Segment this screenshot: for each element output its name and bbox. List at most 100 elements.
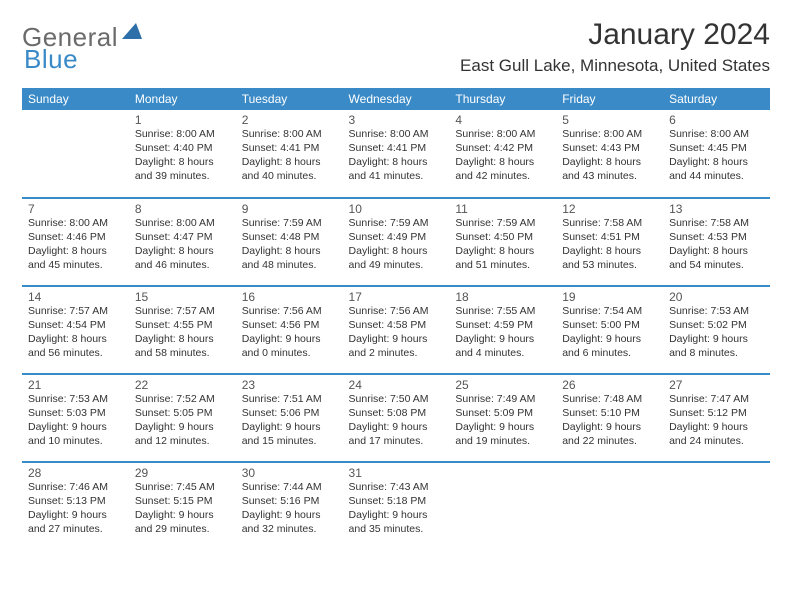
day-number: 13 (669, 202, 764, 216)
calendar-cell: 15Sunrise: 7:57 AMSunset: 4:55 PMDayligh… (129, 286, 236, 374)
day-header: Wednesday (343, 88, 450, 110)
calendar-cell: 26Sunrise: 7:48 AMSunset: 5:10 PMDayligh… (556, 374, 663, 462)
calendar-table: SundayMondayTuesdayWednesdayThursdayFrid… (22, 88, 770, 550)
calendar-cell: 7Sunrise: 8:00 AMSunset: 4:46 PMDaylight… (22, 198, 129, 286)
calendar-row: 28Sunrise: 7:46 AMSunset: 5:13 PMDayligh… (22, 462, 770, 550)
day-number: 22 (135, 378, 230, 392)
calendar-cell: 30Sunrise: 7:44 AMSunset: 5:16 PMDayligh… (236, 462, 343, 550)
day-number: 29 (135, 466, 230, 480)
header: General January 2024 East Gull Lake, Min… (0, 0, 792, 84)
cell-details: Sunrise: 7:54 AMSunset: 5:00 PMDaylight:… (562, 305, 657, 360)
calendar-cell: 12Sunrise: 7:58 AMSunset: 4:51 PMDayligh… (556, 198, 663, 286)
cell-details: Sunrise: 7:58 AMSunset: 4:53 PMDaylight:… (669, 217, 764, 272)
calendar-cell (556, 462, 663, 550)
cell-details: Sunrise: 7:52 AMSunset: 5:05 PMDaylight:… (135, 393, 230, 448)
location-text: East Gull Lake, Minnesota, United States (460, 56, 770, 76)
calendar-cell: 22Sunrise: 7:52 AMSunset: 5:05 PMDayligh… (129, 374, 236, 462)
cell-details: Sunrise: 8:00 AMSunset: 4:46 PMDaylight:… (28, 217, 123, 272)
cell-details: Sunrise: 7:55 AMSunset: 4:59 PMDaylight:… (455, 305, 550, 360)
day-number: 21 (28, 378, 123, 392)
day-number: 9 (242, 202, 337, 216)
day-header: Friday (556, 88, 663, 110)
calendar-cell (449, 462, 556, 550)
cell-details: Sunrise: 8:00 AMSunset: 4:41 PMDaylight:… (242, 128, 337, 183)
cell-details: Sunrise: 7:46 AMSunset: 5:13 PMDaylight:… (28, 481, 123, 536)
cell-details: Sunrise: 7:56 AMSunset: 4:58 PMDaylight:… (349, 305, 444, 360)
day-header-row: SundayMondayTuesdayWednesdayThursdayFrid… (22, 88, 770, 110)
calendar-cell: 14Sunrise: 7:57 AMSunset: 4:54 PMDayligh… (22, 286, 129, 374)
cell-details: Sunrise: 8:00 AMSunset: 4:47 PMDaylight:… (135, 217, 230, 272)
cell-details: Sunrise: 7:43 AMSunset: 5:18 PMDaylight:… (349, 481, 444, 536)
day-number: 25 (455, 378, 550, 392)
day-number: 1 (135, 113, 230, 127)
cell-details: Sunrise: 8:00 AMSunset: 4:40 PMDaylight:… (135, 128, 230, 183)
calendar-cell: 5Sunrise: 8:00 AMSunset: 4:43 PMDaylight… (556, 110, 663, 198)
calendar-cell: 24Sunrise: 7:50 AMSunset: 5:08 PMDayligh… (343, 374, 450, 462)
logo-sail-icon (122, 23, 144, 46)
calendar-row: 14Sunrise: 7:57 AMSunset: 4:54 PMDayligh… (22, 286, 770, 374)
day-number: 3 (349, 113, 444, 127)
day-number: 6 (669, 113, 764, 127)
day-header: Saturday (663, 88, 770, 110)
cell-details: Sunrise: 7:57 AMSunset: 4:54 PMDaylight:… (28, 305, 123, 360)
day-number: 23 (242, 378, 337, 392)
day-number: 4 (455, 113, 550, 127)
calendar-cell: 13Sunrise: 7:58 AMSunset: 4:53 PMDayligh… (663, 198, 770, 286)
day-number: 10 (349, 202, 444, 216)
cell-details: Sunrise: 8:00 AMSunset: 4:43 PMDaylight:… (562, 128, 657, 183)
calendar-cell: 3Sunrise: 8:00 AMSunset: 4:41 PMDaylight… (343, 110, 450, 198)
calendar-cell: 25Sunrise: 7:49 AMSunset: 5:09 PMDayligh… (449, 374, 556, 462)
calendar-cell: 23Sunrise: 7:51 AMSunset: 5:06 PMDayligh… (236, 374, 343, 462)
calendar-cell: 10Sunrise: 7:59 AMSunset: 4:49 PMDayligh… (343, 198, 450, 286)
cell-details: Sunrise: 7:50 AMSunset: 5:08 PMDaylight:… (349, 393, 444, 448)
day-number: 27 (669, 378, 764, 392)
calendar-cell: 9Sunrise: 7:59 AMSunset: 4:48 PMDaylight… (236, 198, 343, 286)
calendar-cell: 16Sunrise: 7:56 AMSunset: 4:56 PMDayligh… (236, 286, 343, 374)
day-header: Tuesday (236, 88, 343, 110)
calendar-cell: 21Sunrise: 7:53 AMSunset: 5:03 PMDayligh… (22, 374, 129, 462)
calendar-cell: 8Sunrise: 8:00 AMSunset: 4:47 PMDaylight… (129, 198, 236, 286)
day-number: 16 (242, 290, 337, 304)
calendar-cell: 29Sunrise: 7:45 AMSunset: 5:15 PMDayligh… (129, 462, 236, 550)
day-number: 28 (28, 466, 123, 480)
calendar-cell: 4Sunrise: 8:00 AMSunset: 4:42 PMDaylight… (449, 110, 556, 198)
cell-details: Sunrise: 8:00 AMSunset: 4:45 PMDaylight:… (669, 128, 764, 183)
day-number: 15 (135, 290, 230, 304)
cell-details: Sunrise: 7:57 AMSunset: 4:55 PMDaylight:… (135, 305, 230, 360)
day-number: 17 (349, 290, 444, 304)
calendar-cell: 28Sunrise: 7:46 AMSunset: 5:13 PMDayligh… (22, 462, 129, 550)
day-number: 14 (28, 290, 123, 304)
day-number: 7 (28, 202, 123, 216)
cell-details: Sunrise: 7:59 AMSunset: 4:50 PMDaylight:… (455, 217, 550, 272)
calendar-cell: 2Sunrise: 8:00 AMSunset: 4:41 PMDaylight… (236, 110, 343, 198)
day-number: 26 (562, 378, 657, 392)
cell-details: Sunrise: 7:58 AMSunset: 4:51 PMDaylight:… (562, 217, 657, 272)
cell-details: Sunrise: 7:45 AMSunset: 5:15 PMDaylight:… (135, 481, 230, 536)
calendar-head: SundayMondayTuesdayWednesdayThursdayFrid… (22, 88, 770, 110)
calendar-cell: 27Sunrise: 7:47 AMSunset: 5:12 PMDayligh… (663, 374, 770, 462)
cell-details: Sunrise: 7:44 AMSunset: 5:16 PMDaylight:… (242, 481, 337, 536)
calendar-cell: 6Sunrise: 8:00 AMSunset: 4:45 PMDaylight… (663, 110, 770, 198)
day-number: 2 (242, 113, 337, 127)
calendar-cell (663, 462, 770, 550)
day-number: 5 (562, 113, 657, 127)
day-number: 12 (562, 202, 657, 216)
cell-details: Sunrise: 8:00 AMSunset: 4:41 PMDaylight:… (349, 128, 444, 183)
cell-details: Sunrise: 7:59 AMSunset: 4:49 PMDaylight:… (349, 217, 444, 272)
logo-blue-wrap: Blue (24, 44, 78, 75)
day-header: Thursday (449, 88, 556, 110)
calendar-cell (22, 110, 129, 198)
calendar-cell: 31Sunrise: 7:43 AMSunset: 5:18 PMDayligh… (343, 462, 450, 550)
calendar-row: 21Sunrise: 7:53 AMSunset: 5:03 PMDayligh… (22, 374, 770, 462)
page-title: January 2024 (460, 18, 770, 52)
calendar-row: 7Sunrise: 8:00 AMSunset: 4:46 PMDaylight… (22, 198, 770, 286)
cell-details: Sunrise: 7:53 AMSunset: 5:03 PMDaylight:… (28, 393, 123, 448)
cell-details: Sunrise: 7:49 AMSunset: 5:09 PMDaylight:… (455, 393, 550, 448)
calendar-cell: 17Sunrise: 7:56 AMSunset: 4:58 PMDayligh… (343, 286, 450, 374)
day-number: 8 (135, 202, 230, 216)
calendar-cell: 11Sunrise: 7:59 AMSunset: 4:50 PMDayligh… (449, 198, 556, 286)
calendar-body: 1Sunrise: 8:00 AMSunset: 4:40 PMDaylight… (22, 110, 770, 550)
day-number: 30 (242, 466, 337, 480)
calendar-row: 1Sunrise: 8:00 AMSunset: 4:40 PMDaylight… (22, 110, 770, 198)
day-number: 24 (349, 378, 444, 392)
